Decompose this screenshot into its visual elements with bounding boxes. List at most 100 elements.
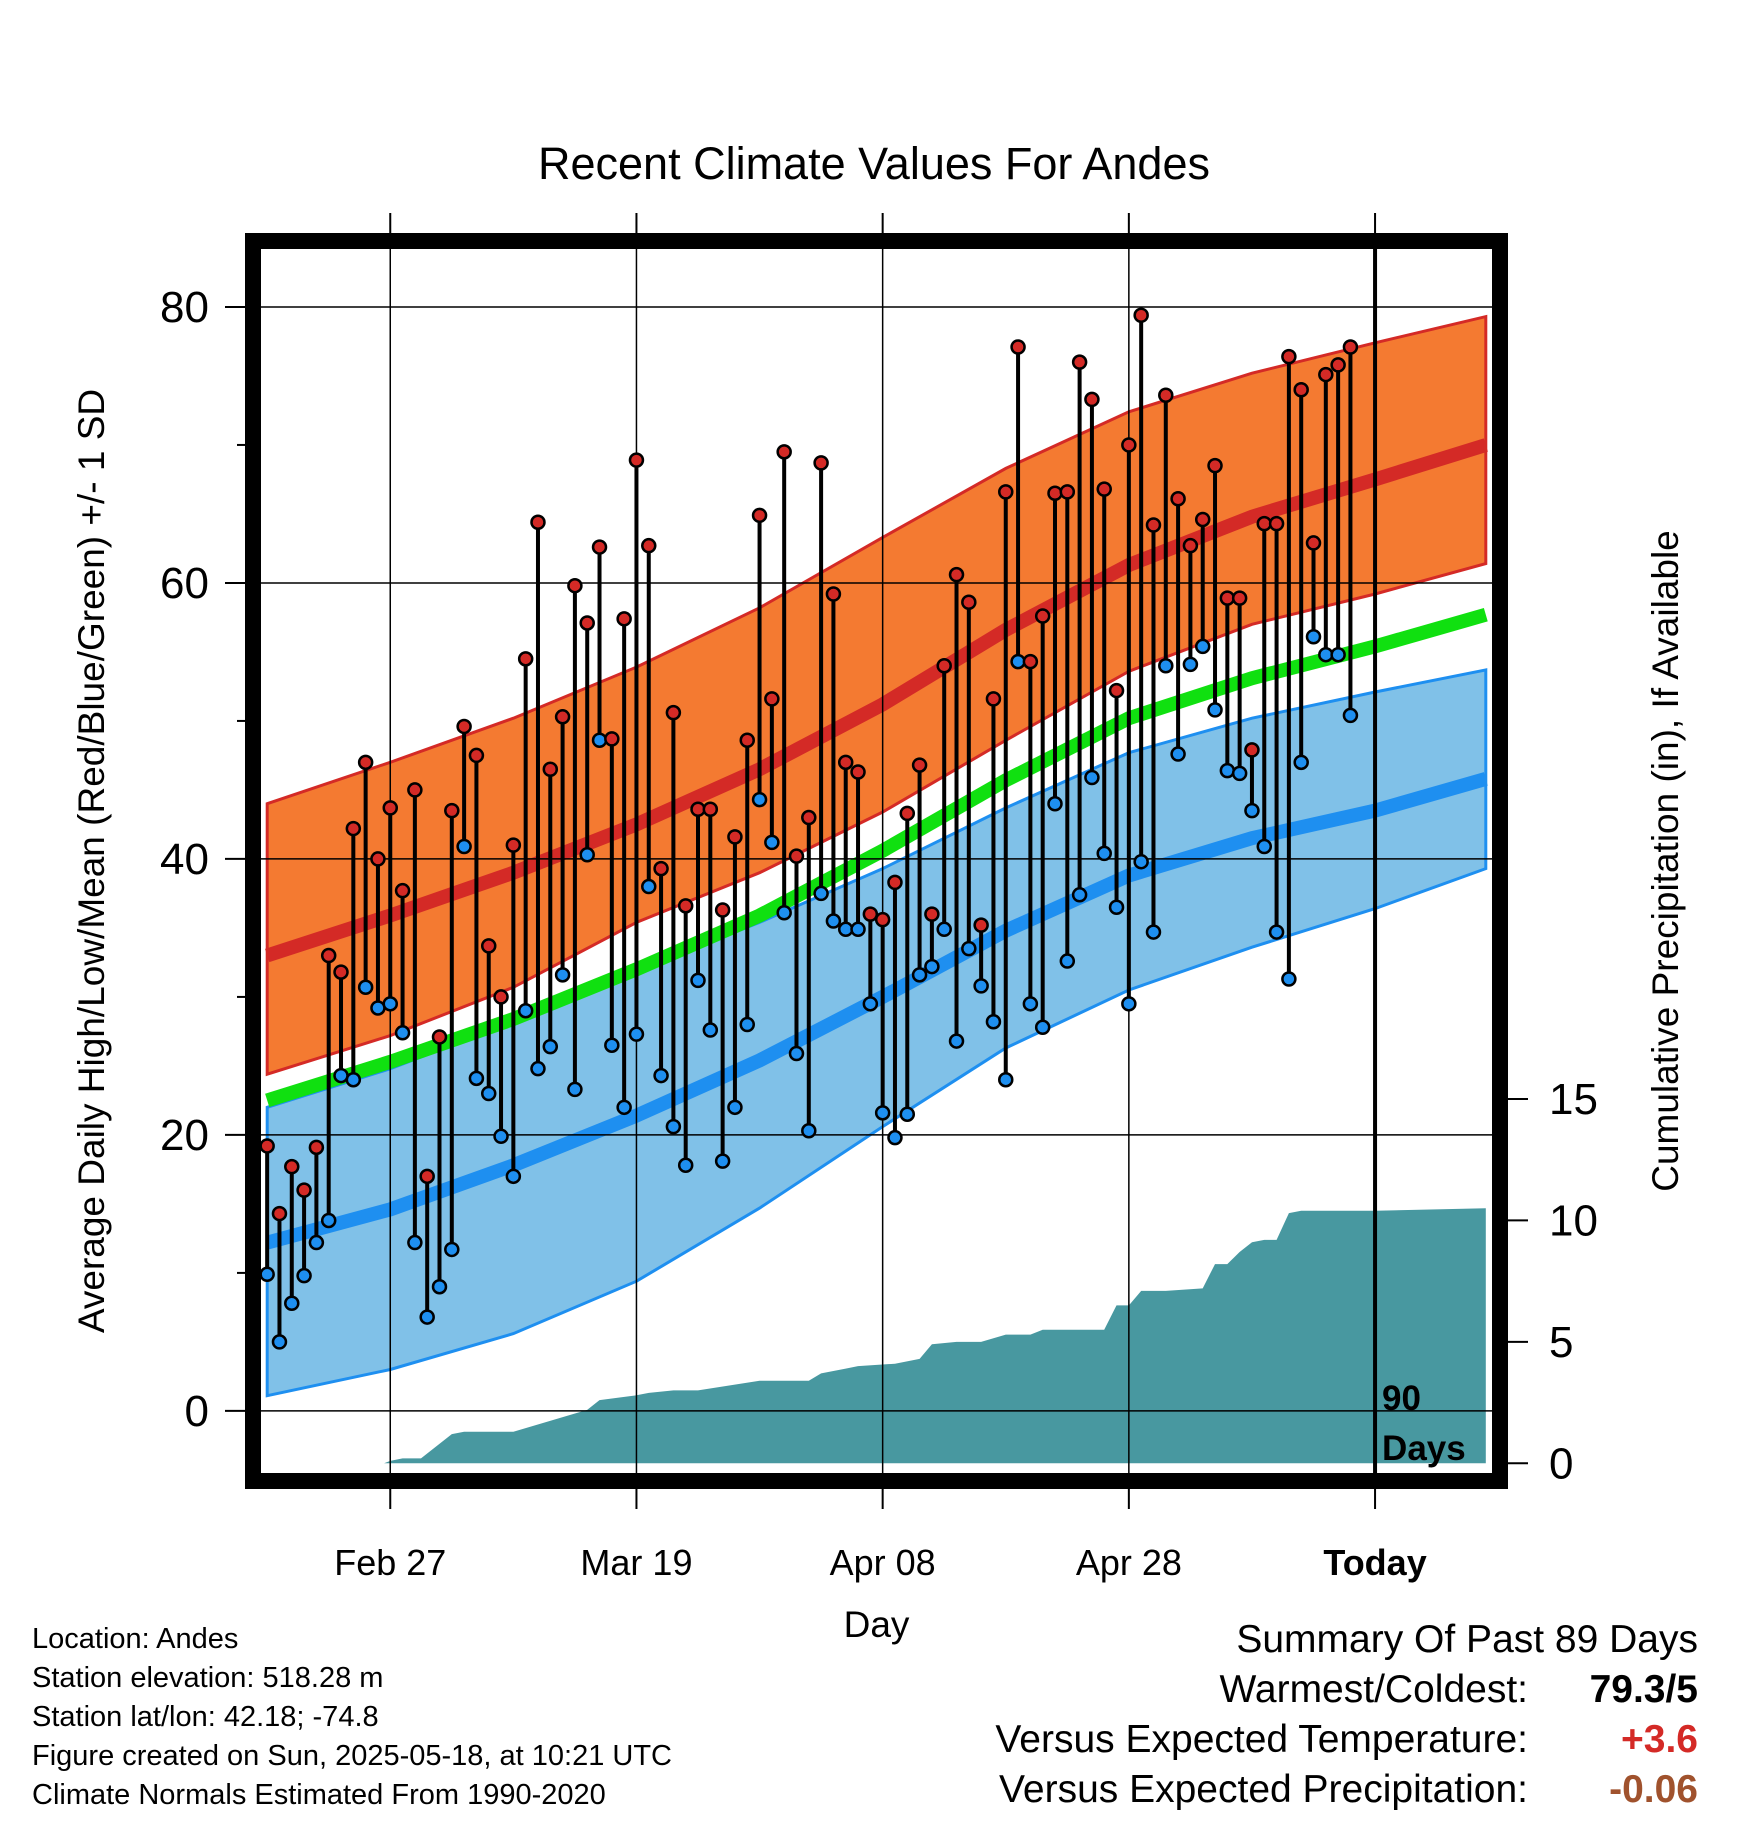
low-temp-point (284, 1295, 300, 1312)
high-temp-point (1108, 682, 1125, 699)
high-temp-point (1182, 537, 1199, 554)
high-temp-point (1145, 517, 1162, 533)
high-temp-point (604, 731, 620, 747)
low-temp-point (259, 1266, 275, 1283)
low-temp-point (1096, 845, 1112, 862)
low-temp-point (1108, 899, 1125, 915)
high-temp-point (665, 704, 682, 721)
low-temp-point (1281, 971, 1297, 987)
high-temp-point (739, 732, 755, 749)
warm-cold-value: 79.3/5 (1589, 1668, 1698, 1711)
low-temp-point (911, 967, 928, 983)
low-temp-point (825, 913, 842, 929)
high-temp-point (370, 851, 386, 867)
low-temp-point (1170, 746, 1186, 762)
y2-tick-label: 15 (1549, 1075, 1598, 1124)
low-temp-point (727, 1099, 743, 1116)
low-temp-point (1219, 762, 1236, 779)
high-temp-point (985, 691, 1002, 707)
high-temp-point (1219, 590, 1236, 606)
low-temp-point (554, 967, 571, 983)
high-temp-point (677, 898, 694, 914)
high-temp-point (1133, 307, 1149, 323)
summary-heading: Summary Of Past 89 Days (1236, 1618, 1698, 1661)
low-temp-point (1133, 853, 1149, 870)
precip-row: Versus Expected Precipitation: -0.06 (995, 1765, 1698, 1815)
temp-value: +3.6 (1621, 1718, 1698, 1761)
high-temp-point (345, 820, 362, 837)
high-temp-point (1010, 339, 1026, 355)
low-temp-point (333, 1067, 349, 1084)
high-temp-point (1244, 742, 1260, 758)
low-temp-point (702, 1022, 719, 1038)
today-marker-label: Days (1382, 1429, 1466, 1468)
high-temp-point (493, 989, 509, 1005)
low-temp-point (1293, 754, 1309, 771)
high-temp-point (567, 577, 583, 594)
high-temp-point (776, 444, 792, 460)
low-temp-point (1194, 638, 1211, 655)
x-tick-label: Apr 28 (1076, 1542, 1182, 1583)
low-temp-point (1318, 646, 1334, 663)
high-temp-point (419, 1168, 435, 1185)
climate-chart: Recent Climate Values For Andes 0 20 40 60 8… (71, 138, 1686, 1645)
y2-axis-label: Cumulative Precipitation (in), If Availa… (1645, 530, 1686, 1192)
low-temp-point (1059, 953, 1076, 969)
high-temp-point (628, 452, 645, 468)
high-temp-point (1281, 348, 1297, 365)
high-temp-point (1207, 457, 1223, 474)
low-temp-point (468, 1070, 485, 1087)
low-temp-point (1047, 795, 1063, 812)
low-temp-point (579, 847, 595, 863)
high-temp-point (837, 754, 854, 771)
high-temp-point (961, 594, 977, 611)
low-temp-point (998, 1071, 1014, 1088)
high-temp-point (382, 800, 399, 816)
low-temp-point (493, 1128, 509, 1145)
low-temp-point (542, 1038, 559, 1055)
high-temp-point (1071, 354, 1088, 370)
x-tick-label: Feb 27 (334, 1542, 446, 1583)
normals-text: Climate Normals Estimated From 1990-2020 (32, 1779, 606, 1811)
low-temp-point (431, 1278, 448, 1295)
high-temp-point (801, 809, 817, 826)
high-temp-point (480, 938, 497, 954)
high-temp-point (407, 782, 423, 798)
high-temp-point (924, 906, 940, 922)
high-temp-point (850, 764, 866, 780)
low-temp-point (1305, 629, 1322, 645)
high-temp-point (1047, 485, 1063, 501)
low-temp-point (1330, 646, 1346, 663)
high-temp-point (1330, 357, 1346, 373)
low-temp-point (714, 1153, 731, 1169)
low-temp-point (801, 1123, 817, 1139)
low-temp-point (591, 732, 608, 749)
temp-row: Versus Expected Temperature: +3.6 (995, 1715, 1698, 1765)
low-temp-point (394, 1025, 411, 1041)
low-temp-point (271, 1334, 288, 1350)
low-temp-point (1022, 996, 1039, 1012)
high-temp-point (456, 718, 472, 735)
x-tick-label: Mar 19 (580, 1542, 692, 1583)
high-temp-point (825, 586, 842, 602)
low-temp-point (874, 1105, 891, 1121)
high-temp-point (998, 484, 1014, 500)
low-temp-point (813, 885, 829, 902)
low-temp-point (357, 979, 374, 996)
low-temp-point (973, 978, 989, 994)
high-temp-point (320, 947, 337, 964)
low-temp-point (444, 1241, 460, 1258)
low-temp-point (382, 996, 399, 1012)
high-temp-point (1121, 437, 1137, 453)
high-temp-point (1034, 608, 1051, 624)
high-temp-point (284, 1158, 300, 1175)
high-temp-point (973, 917, 989, 933)
high-temp-point (444, 802, 460, 819)
high-temp-point (591, 539, 608, 555)
y2-tick-label: 5 (1549, 1318, 1573, 1367)
low-temp-point (1256, 838, 1273, 855)
precipitation-area (267, 1208, 1486, 1464)
low-temp-point (1158, 657, 1174, 674)
x-tick-label: Apr 08 (830, 1542, 936, 1583)
low-temp-point (961, 940, 977, 957)
